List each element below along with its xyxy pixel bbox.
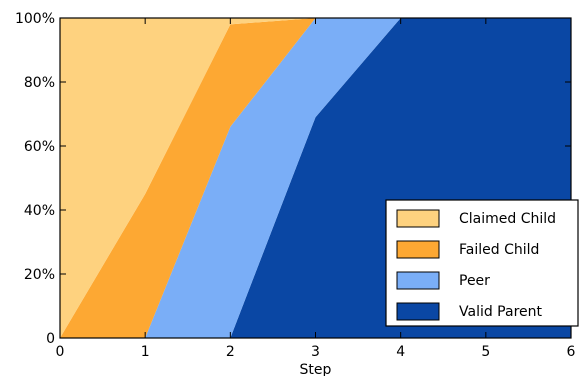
- y-tick-label: 100%: [15, 11, 55, 27]
- y-tick-label: 40%: [24, 203, 55, 219]
- y-tick-label: 60%: [24, 139, 55, 155]
- legend-label-failed-child: Failed Child: [459, 242, 539, 258]
- area-peer: [60, 18, 571, 338]
- y-tick-label: 0: [46, 331, 55, 347]
- axis-ticks: 0 1 2 3 4 5 6 0 20% 40% 60% 80% 100%: [15, 11, 576, 360]
- x-tick-label: 6: [567, 344, 576, 360]
- x-tick-label: 2: [226, 344, 235, 360]
- area-failed-child: [60, 18, 571, 338]
- y-tick-label: 20%: [24, 267, 55, 283]
- x-tick-label: 5: [481, 344, 490, 360]
- x-tick-label: 1: [141, 344, 150, 360]
- legend-swatch-claimed-child: [396, 209, 440, 228]
- x-tick-label: 3: [311, 344, 320, 360]
- legend-swatch-peer: [396, 271, 440, 290]
- legend-swatch-failed-child: [396, 240, 440, 259]
- legend-label-claimed-child: Claimed Child: [459, 211, 556, 227]
- y-tick-label: 80%: [24, 75, 55, 91]
- area-claimed-child: [60, 18, 571, 338]
- legend-swatch-valid-parent: [396, 302, 440, 321]
- x-axis-label: Step: [300, 362, 332, 376]
- legend-label-peer: Peer: [459, 273, 490, 289]
- x-tick-label: 4: [396, 344, 405, 360]
- legend-label-valid-parent: Valid Parent: [459, 304, 543, 320]
- legend: Claimed Child Failed Child Peer Valid Paren…: [385, 199, 579, 327]
- x-tick-label: 0: [56, 344, 65, 360]
